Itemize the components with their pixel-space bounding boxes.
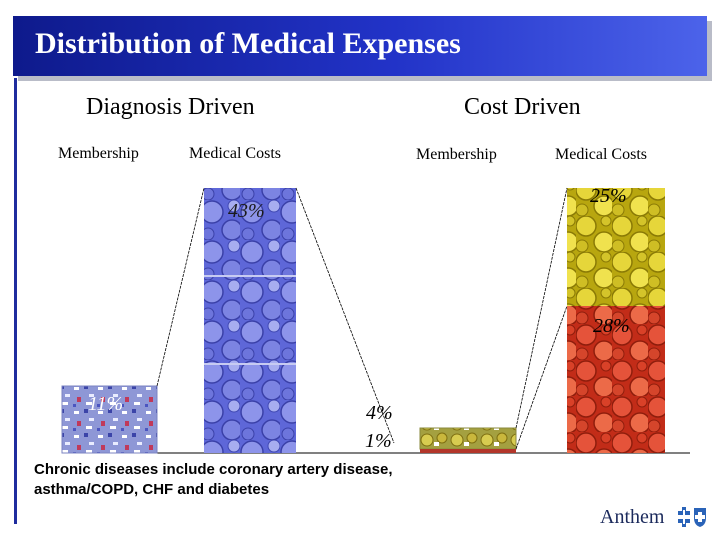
diagnosis-costs-pct: 43%	[228, 200, 265, 222]
cost-membership-pct-bottom: 1%	[365, 430, 392, 452]
cost-membership-top-bar	[419, 427, 517, 450]
cost-costs-label: Medical Costs	[555, 146, 647, 163]
left-rule-divider	[14, 78, 17, 524]
diagnosis-membership-label: Membership	[58, 145, 139, 162]
diagnosis-membership-bar	[61, 385, 158, 454]
diagnosis-costs-label: Medical Costs	[189, 145, 281, 162]
cross-shield-icon	[678, 507, 706, 527]
diagnosis-membership-pct: 11%	[88, 393, 124, 415]
cost-membership-label: Membership	[416, 146, 497, 163]
title-bar: Distribution of Medical Expenses	[13, 16, 707, 76]
cost-driven-heading: Cost Driven	[464, 94, 581, 120]
diagnosis-connector-right	[295, 187, 395, 444]
footnote: Chronic diseases include coronary artery…	[34, 461, 393, 498]
anthem-logo: Anthem	[600, 506, 665, 528]
cost-costs-pct-bottom: 28%	[593, 315, 630, 337]
diagnosis-costs-bar	[204, 188, 296, 453]
cost-costs-pct-top: 25%	[590, 185, 627, 207]
diagnosis-driven-heading: Diagnosis Driven	[86, 94, 255, 120]
cost-costs-bottom-bar	[567, 306, 665, 453]
cost-costs-top-bar	[567, 188, 665, 306]
slide-title: Distribution of Medical Expenses	[35, 27, 461, 60]
cost-connector-top	[515, 187, 568, 429]
cost-membership-bottom-bar	[420, 449, 516, 453]
cost-connector-bottom	[515, 305, 568, 450]
diagnosis-connector-top	[156, 187, 205, 387]
cost-membership-pct-top: 4%	[366, 402, 393, 424]
